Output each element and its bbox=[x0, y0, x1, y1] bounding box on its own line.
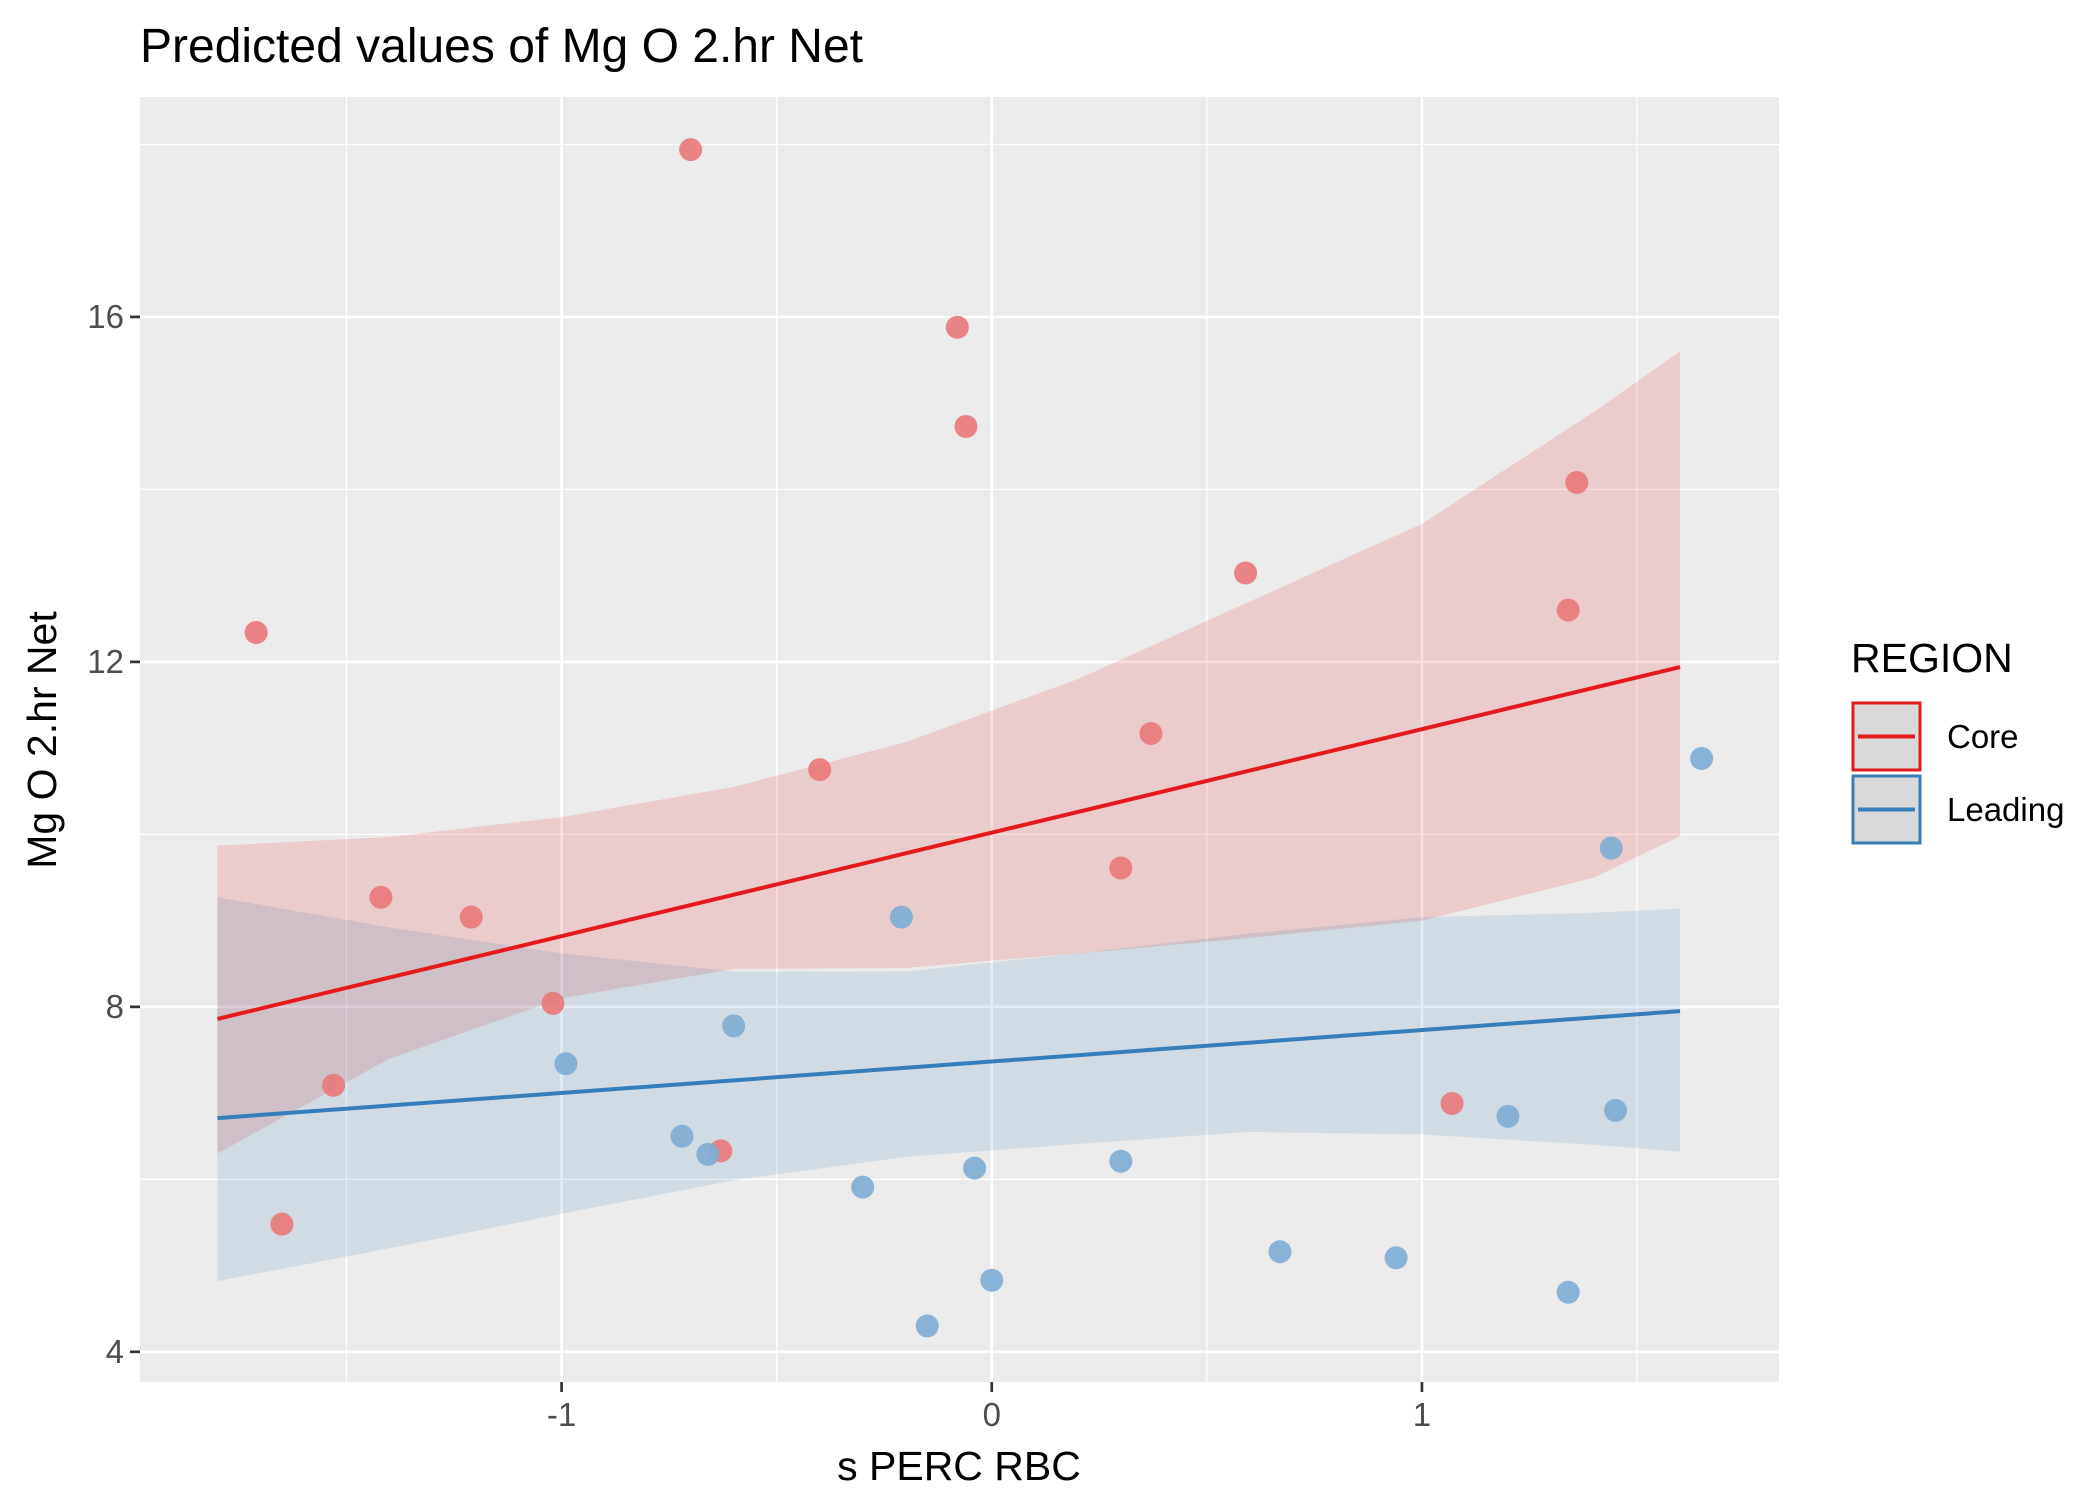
y-axis-title: Mg O 2.hr Net bbox=[19, 611, 65, 869]
data-point-leading bbox=[1384, 1246, 1408, 1270]
data-point-core bbox=[945, 315, 969, 339]
data-point-leading bbox=[1109, 1149, 1133, 1173]
y-tick-label: 8 bbox=[106, 988, 124, 1025]
legend-item-core: Core bbox=[1851, 701, 2019, 772]
data-point-leading bbox=[980, 1268, 1004, 1292]
legend-item-leading: Leading bbox=[1851, 774, 2064, 845]
y-axis: 4 8 12 16 bbox=[87, 298, 140, 1370]
data-point-core bbox=[322, 1073, 346, 1097]
chart-title: Predicted values of Mg O 2.hr Net bbox=[140, 20, 863, 73]
legend: REGION Core Leading bbox=[1851, 635, 2064, 845]
data-point-leading bbox=[722, 1014, 746, 1038]
y-tick-label: 16 bbox=[87, 298, 124, 335]
data-point-leading bbox=[1556, 1280, 1580, 1304]
data-point-core bbox=[1139, 721, 1163, 745]
data-point-core bbox=[808, 758, 832, 782]
data-point-leading bbox=[1604, 1098, 1628, 1122]
data-point-core bbox=[1556, 598, 1580, 622]
data-point-leading bbox=[1599, 836, 1623, 860]
data-point-leading bbox=[670, 1124, 694, 1148]
data-point-leading bbox=[1268, 1240, 1292, 1264]
y-tick-label: 4 bbox=[106, 1333, 124, 1370]
data-point-leading bbox=[1496, 1104, 1520, 1128]
ci-ribbon-core bbox=[217, 351, 1681, 1154]
x-axis-title: s PERC RBC bbox=[837, 1443, 1081, 1489]
data-point-core bbox=[679, 138, 703, 162]
data-point-core bbox=[1234, 561, 1258, 585]
x-tick-label: 0 bbox=[983, 1396, 1001, 1433]
legend-label: Leading bbox=[1947, 791, 2064, 828]
fit-line-core bbox=[216, 665, 1681, 1021]
data-point-core bbox=[541, 991, 565, 1015]
legend-label: Core bbox=[1947, 718, 2019, 755]
legend-title: REGION bbox=[1851, 635, 2013, 681]
data-points bbox=[244, 138, 1714, 1338]
data-point-leading bbox=[851, 1175, 875, 1199]
data-point-core bbox=[1440, 1091, 1464, 1115]
data-point-core bbox=[459, 905, 483, 929]
data-point-core bbox=[954, 414, 978, 438]
data-point-leading bbox=[915, 1314, 939, 1338]
x-axis: -1 0 1 bbox=[547, 1382, 1431, 1433]
x-tick-label: -1 bbox=[547, 1396, 576, 1433]
data-point-core bbox=[270, 1212, 294, 1236]
ci-ribbon-leading bbox=[217, 897, 1681, 1282]
data-point-leading bbox=[554, 1052, 578, 1076]
x-tick-label: 1 bbox=[1413, 1396, 1431, 1433]
data-point-core bbox=[1565, 471, 1589, 494]
plot-panel bbox=[140, 97, 1779, 1382]
data-point-core bbox=[1109, 856, 1133, 880]
fit-lines bbox=[216, 665, 1681, 1121]
fit-line-leading bbox=[217, 1009, 1681, 1121]
confidence-ribbons bbox=[217, 351, 1681, 1282]
data-point-leading bbox=[1690, 746, 1714, 770]
y-tick-label: 12 bbox=[87, 643, 124, 680]
data-point-leading bbox=[963, 1156, 987, 1180]
data-point-leading bbox=[889, 905, 913, 929]
data-point-leading bbox=[696, 1142, 720, 1166]
grid-minor bbox=[140, 97, 1779, 1382]
data-point-core bbox=[244, 621, 268, 645]
data-point-core bbox=[369, 885, 393, 909]
